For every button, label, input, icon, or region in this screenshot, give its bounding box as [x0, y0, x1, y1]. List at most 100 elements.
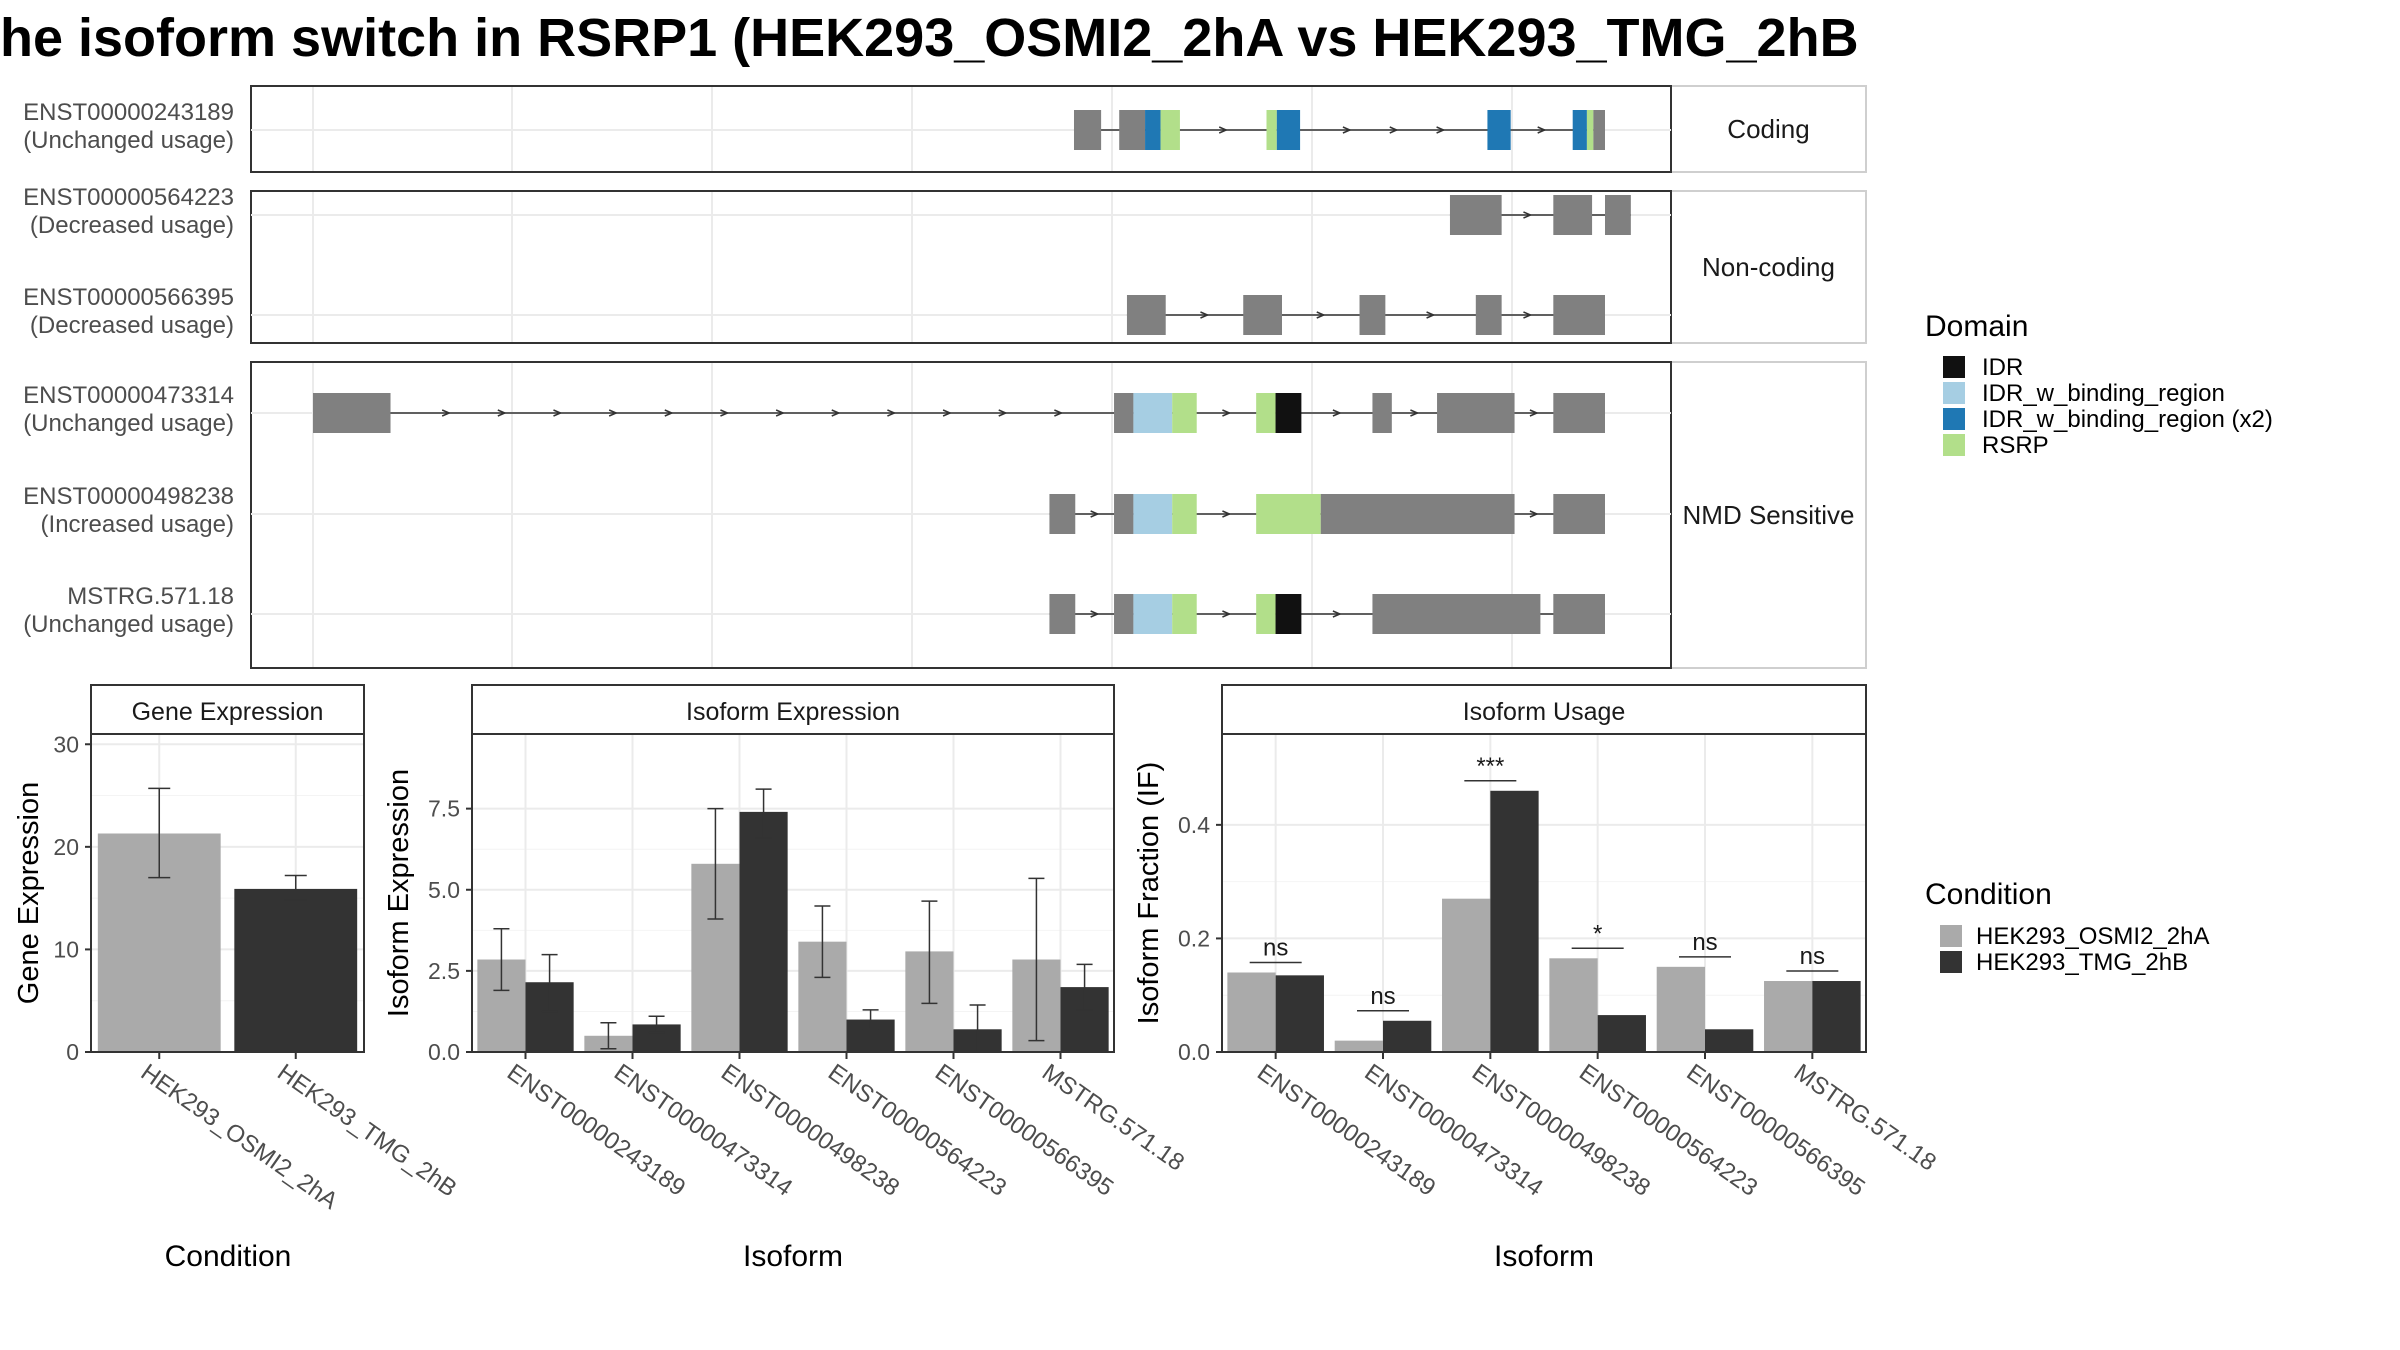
significance-label: ns [1800, 943, 1825, 970]
transcript-row: ENST00000243189(Unchanged usage) [23, 99, 1671, 154]
transcript-usage-label: (Decreased usage) [30, 312, 234, 339]
exon-block [1553, 195, 1593, 235]
exon-block [1372, 393, 1392, 433]
exon-block [1049, 494, 1076, 534]
bar-chart-panels: Gene Expression0102030HEK293_OSMI2_2hAHE… [13, 684, 1941, 1273]
significance-label: * [1593, 920, 1602, 947]
intron-arrow [1436, 126, 1446, 134]
intron-arrow [1523, 211, 1533, 219]
bar [1334, 1040, 1383, 1052]
x-tick-label: ENST00000473314 [1360, 1059, 1548, 1202]
structure-facet-panel [250, 190, 1672, 344]
x-tick-label: ENST00000243189 [502, 1059, 690, 1202]
panel-border [90, 733, 365, 1053]
x-axis-label: Isoform [743, 1240, 843, 1273]
domain-exon-block [1133, 494, 1173, 534]
figure-title: he isoform switch in RSRP1 (HEK293_OSMI2… [0, 8, 1859, 68]
exon-block [1449, 195, 1502, 235]
exon-block [1114, 393, 1134, 433]
domain-legend: Domain IDRIDR_w_binding_regionIDR_w_bind… [1925, 310, 2273, 459]
intron-arrow [1529, 510, 1539, 518]
structure-facet-label: NMD Sensitive [1683, 500, 1855, 530]
y-tick-label: 20 [53, 834, 79, 860]
transcript-row: ENST00000473314(Unchanged usage) [23, 382, 1671, 437]
transcript-id-label: ENST00000566395 [23, 284, 234, 311]
y-tick-label: 5.0 [428, 877, 460, 903]
exon-block [1073, 110, 1102, 150]
intron-arrow [608, 409, 619, 417]
domain-legend-label: IDR_w_binding_region [1982, 380, 2225, 407]
domain-exon-block [1572, 110, 1587, 150]
domain-exon-block [1172, 393, 1197, 433]
y-axis-label: Gene Expression [13, 782, 45, 1004]
domain-exon-block [1133, 594, 1173, 634]
panel-title: Isoform Usage [1463, 698, 1626, 726]
transcript-row: ENST00000498238(Increased usage) [23, 483, 1671, 538]
structure-facet-strip [1670, 85, 1867, 173]
domain-exon-block [1172, 494, 1197, 534]
exon-block [1605, 195, 1631, 235]
transcript-id-label: ENST00000498238 [23, 483, 234, 510]
intron-arrow [942, 409, 952, 417]
x-tick-label: ENST00000566395 [1682, 1059, 1870, 1202]
domain-exon-block [1266, 110, 1277, 150]
y-tick-label: 10 [53, 936, 79, 962]
intron-arrow [887, 409, 897, 417]
intron-arrow [1090, 610, 1100, 618]
domain-exon-block [1275, 594, 1302, 634]
domain-exon-block [1256, 393, 1276, 433]
x-tick-label: ENST00000243189 [1252, 1059, 1440, 1202]
bar [1705, 1029, 1754, 1052]
domain-exon-block [1275, 393, 1302, 433]
intron-arrow [1222, 409, 1232, 417]
structure-facet-border [250, 190, 1672, 344]
intron-arrow [1222, 610, 1232, 618]
exon-block [1437, 393, 1515, 433]
panel-border [471, 733, 1115, 1053]
bar [1597, 1015, 1646, 1052]
intron-arrow [1332, 610, 1342, 618]
x-tick-label: ENST00000498238 [716, 1059, 904, 1202]
condition-legend-label: HEK293_TMG_2hB [1976, 949, 2188, 976]
intron-arrow [664, 409, 674, 417]
transcript-id-label: ENST00000243189 [23, 99, 234, 126]
panel-border [1221, 733, 1867, 1053]
bar [1764, 981, 1813, 1052]
panel-strip [90, 684, 365, 735]
intron-arrow [1410, 409, 1420, 417]
significance-label: *** [1476, 753, 1504, 780]
intron-arrow [497, 409, 507, 417]
transcript-id-label: ENST00000564223 [23, 184, 234, 211]
transcript-usage-label: (Unchanged usage) [23, 611, 234, 638]
domain-exon-block [1586, 110, 1594, 150]
transcript-row: ENST00000564223(Decreased usage) [23, 184, 1671, 239]
exon-block [313, 393, 391, 433]
domain-legend-label: RSRP [1982, 432, 2049, 459]
bar-panel: Isoform Expression 0.0 2.5 5.0 7.5 ENST000002… [383, 684, 1189, 1273]
y-tick-label: 0.4 [1178, 812, 1210, 838]
structure-facet-label: Coding [1727, 114, 1809, 144]
exon-block [1372, 594, 1541, 634]
condition-legend-swatch [1940, 951, 1962, 973]
intron-arrow [1316, 311, 1326, 319]
exon-block [1114, 494, 1134, 534]
y-tick-label: 0.2 [1178, 925, 1210, 951]
domain-legend-swatch [1943, 382, 1965, 404]
exon-block [1553, 594, 1605, 634]
transcript-usage-label: (Unchanged usage) [23, 410, 234, 437]
y-axis-label: Isoform Expression [383, 769, 415, 1017]
domain-exon-block [1276, 110, 1301, 150]
domain-legend-swatch [1943, 356, 1965, 378]
domain-legend-label: IDR_w_binding_region (x2) [1982, 406, 2273, 433]
condition-legend-swatch [1940, 925, 1962, 947]
x-tick-label: ENST00000564223 [1574, 1059, 1762, 1202]
intron-arrow [1332, 409, 1342, 417]
structure-facet-label: Non-coding [1702, 252, 1835, 282]
domain-exon-block [1172, 594, 1197, 634]
exon-block [1475, 295, 1502, 335]
bar [1490, 790, 1539, 1052]
intron-arrow [1090, 510, 1100, 518]
intron-arrow [1054, 409, 1064, 417]
domain-legend-swatch [1943, 434, 1965, 456]
intron-arrow [1523, 311, 1533, 319]
